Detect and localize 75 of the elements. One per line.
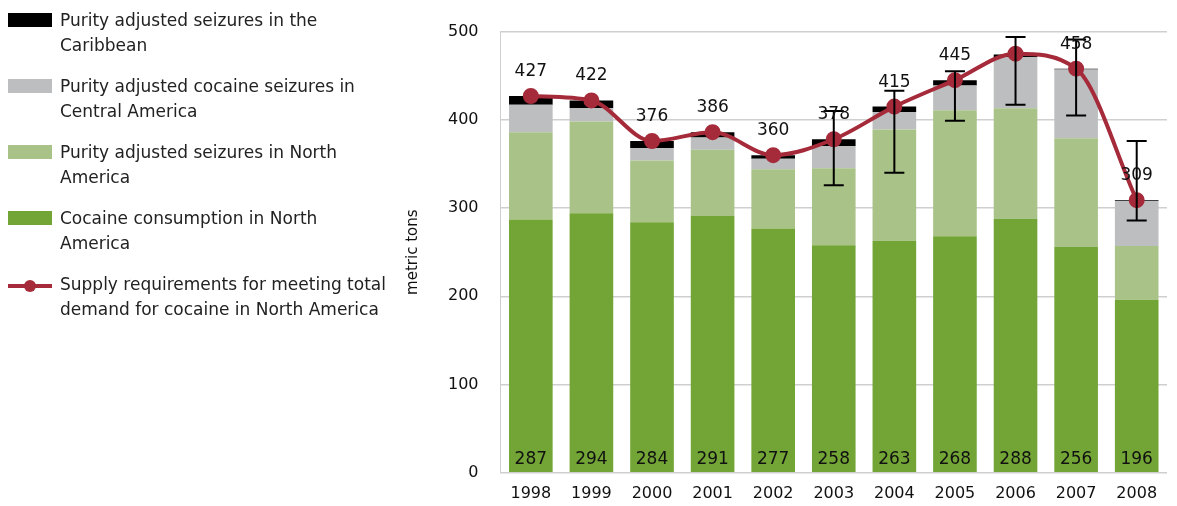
bar (1054, 246, 1098, 473)
bar (1114, 246, 1159, 300)
x-tick-label: 2008 (1116, 482, 1158, 502)
bar (630, 148, 674, 161)
x-tick-label: 2002 (752, 482, 794, 502)
bar (811, 168, 856, 246)
data-label: 415 (878, 70, 911, 91)
bar (811, 146, 856, 169)
point (583, 92, 600, 109)
legend-label: Purity adjusted seizures in North America (60, 141, 338, 189)
data-label: 294 (575, 447, 608, 468)
data-label: 360 (756, 119, 790, 140)
bar (993, 218, 1038, 473)
legend-label: Cocaine consumption in North America (60, 207, 319, 255)
data-label: 284 (635, 447, 669, 468)
bar (509, 132, 553, 220)
bar (630, 160, 674, 223)
data-label: 196 (1120, 447, 1153, 468)
y-tick-label: 400 (447, 109, 479, 128)
bar (872, 129, 917, 241)
bar (751, 169, 795, 229)
y-tick-label: 0 (468, 461, 479, 481)
data-label: 386 (696, 96, 729, 117)
bar (569, 121, 614, 214)
bar (690, 216, 735, 473)
data-label: 263 (878, 447, 911, 468)
data-label: 258 (817, 447, 850, 468)
bar (569, 213, 614, 473)
x-tick-label: 2006 (995, 482, 1036, 502)
x-tick-label: 2007 (1055, 482, 1097, 502)
data-label: 427 (514, 59, 548, 80)
legend-label: Purity adjusted cocaine seizures in Central America (60, 75, 356, 123)
x-tick-label: 2001 (692, 482, 733, 502)
bar (933, 236, 977, 473)
point (765, 147, 782, 164)
x-tick-label: 1998 (510, 482, 552, 502)
x-tick-label: 2000 (631, 482, 673, 502)
legend-label: Purity adjusted seizures in the Caribbean (60, 9, 319, 57)
data-label: 288 (999, 447, 1032, 468)
data-label: 291 (696, 447, 729, 468)
bar (811, 245, 856, 473)
bar (690, 149, 735, 217)
legend-label: Supply requirements for meeting total demand for cocaine in North America (60, 273, 387, 321)
bar (630, 222, 674, 473)
y-tick-label: 100 (447, 373, 479, 393)
bar (933, 110, 977, 237)
bar (993, 108, 1038, 219)
x-tick-label: 1999 (571, 482, 612, 502)
bar (509, 104, 553, 133)
data-label: 268 (938, 447, 972, 468)
data-label: 277 (756, 447, 790, 468)
bar (1114, 299, 1159, 473)
y-tick-label: 300 (447, 197, 479, 217)
bar (872, 240, 917, 473)
bar (1114, 201, 1159, 247)
data-label: 256 (1059, 447, 1093, 468)
point (644, 133, 661, 150)
x-tick-label: 2003 (813, 482, 855, 502)
bar (569, 108, 614, 122)
x-tick-label: 2004 (874, 482, 915, 502)
data-label: 287 (514, 447, 548, 468)
y-tick-label: 200 (447, 285, 479, 305)
x-tick-label: 2005 (934, 482, 976, 502)
bar (993, 57, 1038, 109)
bar (751, 228, 795, 473)
point (522, 88, 539, 105)
bar (1054, 138, 1098, 247)
bar (690, 137, 735, 150)
point (704, 124, 721, 141)
data-label: 376 (635, 104, 669, 125)
bar (509, 219, 553, 473)
data-label: 445 (938, 44, 972, 65)
y-axis-title: metric tons (402, 209, 421, 295)
y-tick-label: 500 (447, 20, 479, 40)
data-label: 422 (575, 64, 608, 85)
